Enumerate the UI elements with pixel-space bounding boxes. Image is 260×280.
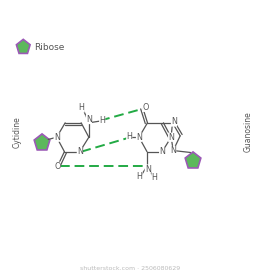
Text: N: N <box>77 147 83 156</box>
Text: H: H <box>152 174 157 183</box>
Polygon shape <box>16 39 30 53</box>
Polygon shape <box>185 152 201 168</box>
Text: H: H <box>99 116 105 125</box>
Text: N: N <box>170 146 176 155</box>
Text: N: N <box>168 133 174 142</box>
Text: H: H <box>79 103 84 112</box>
Text: Ribose: Ribose <box>34 43 64 52</box>
Text: N: N <box>159 147 165 156</box>
Text: H: H <box>136 172 142 181</box>
Text: N: N <box>171 118 177 127</box>
Text: H: H <box>126 132 132 141</box>
Text: Cytidine: Cytidine <box>12 116 21 148</box>
Text: O: O <box>142 103 149 112</box>
Text: N: N <box>145 165 151 174</box>
Text: N: N <box>136 133 142 142</box>
Polygon shape <box>34 134 50 150</box>
Text: shutterstock.com · 2506080629: shutterstock.com · 2506080629 <box>80 265 180 270</box>
Text: Guanosine: Guanosine <box>244 111 253 152</box>
Text: O: O <box>54 162 61 171</box>
Text: N: N <box>86 115 92 124</box>
Text: N: N <box>54 133 60 142</box>
